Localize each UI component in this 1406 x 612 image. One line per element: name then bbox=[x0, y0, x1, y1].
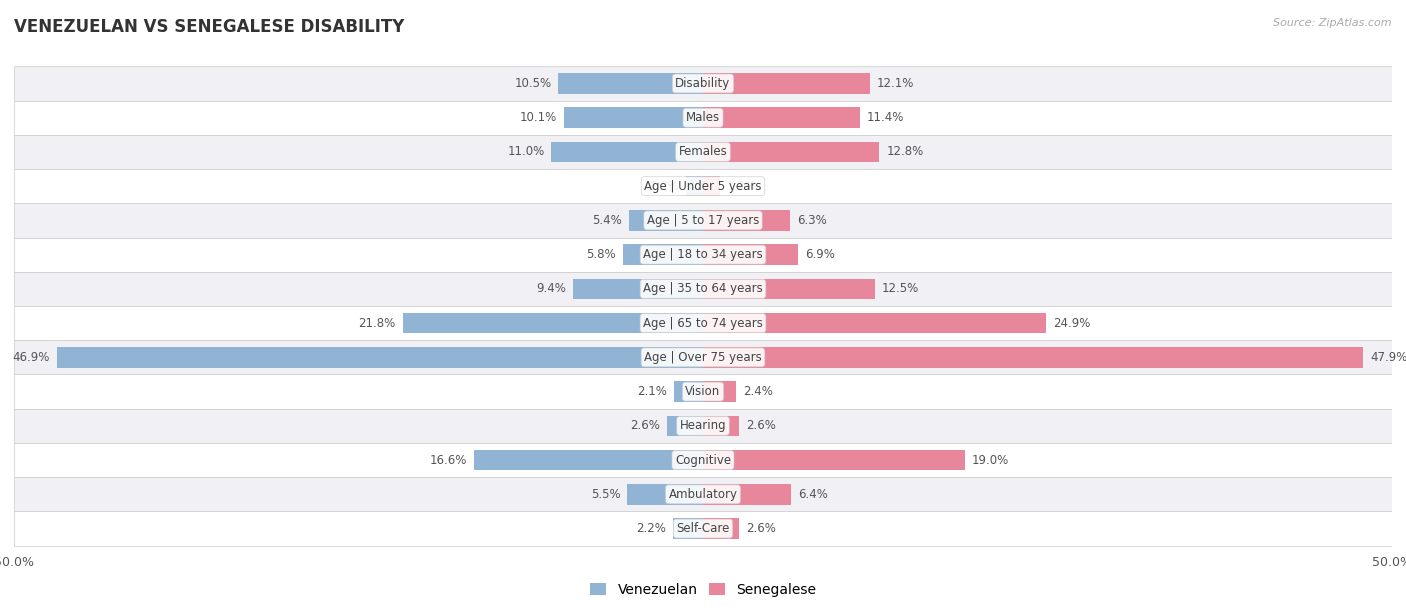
Text: 2.4%: 2.4% bbox=[742, 385, 773, 398]
Text: Age | 5 to 17 years: Age | 5 to 17 years bbox=[647, 214, 759, 227]
Text: 10.1%: 10.1% bbox=[520, 111, 557, 124]
Text: 12.1%: 12.1% bbox=[876, 77, 914, 90]
Text: 2.6%: 2.6% bbox=[745, 419, 776, 432]
Bar bbox=[14, 272, 1392, 306]
Bar bbox=[703, 484, 792, 504]
Bar bbox=[627, 484, 703, 504]
Bar bbox=[703, 518, 738, 539]
Bar bbox=[551, 141, 703, 162]
Text: 6.3%: 6.3% bbox=[797, 214, 827, 227]
Text: 21.8%: 21.8% bbox=[359, 316, 395, 330]
Bar bbox=[703, 141, 879, 162]
Text: Hearing: Hearing bbox=[679, 419, 727, 432]
Bar bbox=[703, 244, 799, 265]
Text: Males: Males bbox=[686, 111, 720, 124]
Text: 5.5%: 5.5% bbox=[591, 488, 620, 501]
Text: 6.9%: 6.9% bbox=[806, 248, 835, 261]
Bar bbox=[668, 416, 703, 436]
Text: Ambulatory: Ambulatory bbox=[668, 488, 738, 501]
Text: 24.9%: 24.9% bbox=[1053, 316, 1091, 330]
Bar bbox=[14, 340, 1392, 375]
Text: Age | Over 75 years: Age | Over 75 years bbox=[644, 351, 762, 364]
Text: Age | Under 5 years: Age | Under 5 years bbox=[644, 180, 762, 193]
Bar bbox=[14, 409, 1392, 443]
Bar bbox=[14, 169, 1392, 203]
Text: Cognitive: Cognitive bbox=[675, 453, 731, 466]
Bar bbox=[14, 512, 1392, 546]
Text: 12.8%: 12.8% bbox=[886, 146, 924, 159]
Bar bbox=[474, 450, 703, 471]
Text: 46.9%: 46.9% bbox=[13, 351, 49, 364]
Bar bbox=[628, 210, 703, 231]
Text: 2.1%: 2.1% bbox=[637, 385, 668, 398]
Text: VENEZUELAN VS SENEGALESE DISABILITY: VENEZUELAN VS SENEGALESE DISABILITY bbox=[14, 18, 405, 36]
Text: 1.2%: 1.2% bbox=[727, 180, 756, 193]
Text: 1.2%: 1.2% bbox=[650, 180, 679, 193]
Bar bbox=[703, 278, 875, 299]
Bar bbox=[574, 278, 703, 299]
Text: 2.6%: 2.6% bbox=[630, 419, 661, 432]
Bar bbox=[703, 450, 965, 471]
Bar bbox=[14, 237, 1392, 272]
Legend: Venezuelan, Senegalese: Venezuelan, Senegalese bbox=[583, 578, 823, 603]
Text: 6.4%: 6.4% bbox=[799, 488, 828, 501]
Text: Age | 18 to 34 years: Age | 18 to 34 years bbox=[643, 248, 763, 261]
Bar bbox=[686, 176, 703, 196]
Bar bbox=[402, 313, 703, 334]
Text: 5.4%: 5.4% bbox=[592, 214, 621, 227]
Text: Disability: Disability bbox=[675, 77, 731, 90]
Text: 10.5%: 10.5% bbox=[515, 77, 551, 90]
Text: Vision: Vision bbox=[685, 385, 721, 398]
Text: 11.0%: 11.0% bbox=[508, 146, 544, 159]
Text: 47.9%: 47.9% bbox=[1369, 351, 1406, 364]
Bar bbox=[703, 176, 720, 196]
Bar bbox=[14, 443, 1392, 477]
Bar bbox=[56, 347, 703, 368]
Bar bbox=[673, 381, 703, 402]
Text: 16.6%: 16.6% bbox=[430, 453, 467, 466]
Text: 5.8%: 5.8% bbox=[586, 248, 616, 261]
Text: Self-Care: Self-Care bbox=[676, 522, 730, 535]
Text: 2.2%: 2.2% bbox=[636, 522, 666, 535]
Bar bbox=[564, 108, 703, 128]
Bar bbox=[14, 477, 1392, 512]
Text: Age | 65 to 74 years: Age | 65 to 74 years bbox=[643, 316, 763, 330]
Bar bbox=[623, 244, 703, 265]
Bar bbox=[14, 306, 1392, 340]
Text: 2.6%: 2.6% bbox=[745, 522, 776, 535]
Bar bbox=[703, 73, 870, 94]
Bar bbox=[14, 203, 1392, 237]
Text: Age | 35 to 64 years: Age | 35 to 64 years bbox=[643, 282, 763, 296]
Text: 11.4%: 11.4% bbox=[868, 111, 904, 124]
Bar bbox=[14, 66, 1392, 100]
Bar bbox=[703, 416, 738, 436]
Bar bbox=[703, 381, 737, 402]
Bar bbox=[14, 100, 1392, 135]
Text: 9.4%: 9.4% bbox=[537, 282, 567, 296]
Text: Source: ZipAtlas.com: Source: ZipAtlas.com bbox=[1274, 18, 1392, 28]
Text: Females: Females bbox=[679, 146, 727, 159]
Bar bbox=[703, 347, 1362, 368]
Text: 12.5%: 12.5% bbox=[882, 282, 920, 296]
Text: 19.0%: 19.0% bbox=[972, 453, 1010, 466]
Bar bbox=[703, 313, 1046, 334]
Bar bbox=[14, 135, 1392, 169]
Bar bbox=[672, 518, 703, 539]
Bar bbox=[14, 375, 1392, 409]
Bar bbox=[703, 108, 860, 128]
Bar bbox=[703, 210, 790, 231]
Bar bbox=[558, 73, 703, 94]
